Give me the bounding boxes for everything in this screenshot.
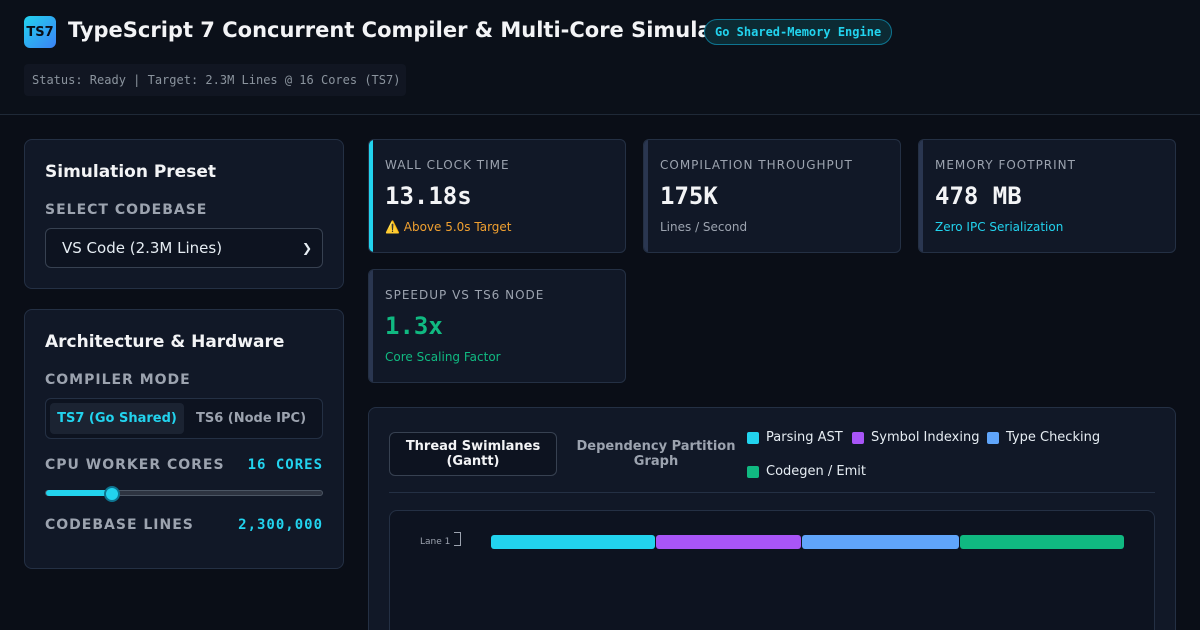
- metric-card-memory: MEMORY FOOTPRINT 478 MB Zero IPC Seriali…: [918, 139, 1176, 253]
- app-logo: TS7: [24, 16, 56, 48]
- metric-value: 478 MB: [935, 182, 1022, 210]
- lane-bracket: [454, 532, 461, 546]
- legend-label: Parsing AST: [766, 430, 843, 445]
- architecture-panel: Architecture & Hardware COMPILER MODE TS…: [24, 309, 344, 569]
- metric-subtext: Lines / Second: [660, 220, 748, 234]
- legend-swatch: [852, 431, 864, 444]
- cpu-cores-label: CPU WORKER CORES: [45, 457, 225, 473]
- metric-label: COMPILATION THROUGHPUT: [660, 158, 853, 172]
- page-title: TypeScript 7 Concurrent Compiler & Multi…: [68, 18, 747, 42]
- legend-swatch: [987, 431, 999, 444]
- tab-thread-swimlanes[interactable]: Thread Swimlanes (Gantt): [389, 432, 557, 476]
- card-accent: [644, 140, 648, 252]
- status-bar: Status: Ready | Target: 2.3M Lines @ 16 …: [24, 64, 406, 96]
- compiler-mode-label: COMPILER MODE: [45, 372, 191, 388]
- gantt-bar-parsing-ast: [491, 535, 655, 549]
- slider-thumb[interactable]: [103, 486, 120, 502]
- codebase-lines-label: CODEBASE LINES: [45, 517, 194, 533]
- legend-item-symbol-indexing: Symbol Indexing: [852, 430, 979, 445]
- engine-badge: Go Shared-Memory Engine: [704, 19, 893, 45]
- select-codebase-label: SELECT CODEBASE: [45, 202, 208, 218]
- legend-item-codegen: Codegen / Emit: [747, 464, 866, 479]
- simulation-preset-panel: Simulation Preset SELECT CODEBASE VS Cod…: [24, 139, 344, 289]
- card-accent: [369, 270, 373, 382]
- metric-card-throughput: COMPILATION THROUGHPUT 175K Lines / Seco…: [643, 139, 901, 253]
- gantt-bar-codegen-emit: [960, 535, 1124, 549]
- legend-label: Type Checking: [1006, 430, 1101, 445]
- legend-label: Codegen / Emit: [766, 464, 867, 479]
- visualization-panel: Thread Swimlanes (Gantt) Dependency Part…: [368, 407, 1176, 630]
- metric-value: 175K: [660, 182, 718, 210]
- slider-fill: [46, 490, 112, 496]
- metric-card-wall-clock: WALL CLOCK TIME 13.18s ⚠️ Above 5.0s Tar…: [368, 139, 626, 253]
- codebase-lines-value: 2,300,000: [238, 517, 323, 533]
- gantt-bar-symbol-indexing: [655, 535, 801, 549]
- legend-item-parsing: Parsing AST: [747, 430, 843, 445]
- metric-card-speedup: SPEEDUP VS TS6 NODE 1.3x Core Scaling Fa…: [368, 269, 626, 383]
- metric-label: SPEEDUP VS TS6 NODE: [385, 288, 545, 302]
- mode-ts7-button[interactable]: TS7 (Go Shared): [50, 403, 184, 434]
- codebase-select-value: VS Code (2.3M Lines): [62, 239, 223, 257]
- codebase-select[interactable]: VS Code (2.3M Lines) ❯: [45, 228, 323, 268]
- card-accent: [369, 140, 373, 252]
- legend-label: Symbol Indexing: [871, 430, 980, 445]
- gantt-bar-type-checking: [801, 535, 960, 549]
- tab-dependency-graph[interactable]: Dependency Partition Graph: [576, 439, 736, 469]
- gantt-chart: Lane 1: [389, 510, 1155, 630]
- divider: [389, 492, 1155, 493]
- header: TS7 TypeScript 7 Concurrent Compiler & M…: [0, 0, 1200, 115]
- metric-label: WALL CLOCK TIME: [385, 158, 510, 172]
- compiler-mode-toggle: TS7 (Go Shared) TS6 (Node IPC): [45, 398, 323, 439]
- mode-ts6-button[interactable]: TS6 (Node IPC): [195, 411, 307, 426]
- legend-swatch: [747, 465, 759, 478]
- metric-value: 1.3x: [385, 312, 443, 340]
- metric-subtext: Zero IPC Serialization: [935, 220, 1064, 234]
- cpu-cores-value: 16 CORES: [247, 457, 323, 473]
- metric-subtext: Core Scaling Factor: [385, 350, 501, 364]
- cpu-cores-slider[interactable]: [45, 486, 323, 502]
- legend-item-type-checking: Type Checking: [987, 430, 1100, 445]
- card-accent: [919, 140, 923, 252]
- metric-subtext: ⚠️ Above 5.0s Target: [385, 220, 512, 234]
- lane-label: Lane 1: [420, 537, 451, 547]
- metric-value: 13.18s: [385, 182, 472, 210]
- panel-title: Simulation Preset: [45, 162, 216, 182]
- chevron-down-icon: ❯: [301, 241, 312, 255]
- legend-swatch: [747, 431, 759, 444]
- panel-title: Architecture & Hardware: [45, 332, 285, 352]
- metric-label: MEMORY FOOTPRINT: [935, 158, 1076, 172]
